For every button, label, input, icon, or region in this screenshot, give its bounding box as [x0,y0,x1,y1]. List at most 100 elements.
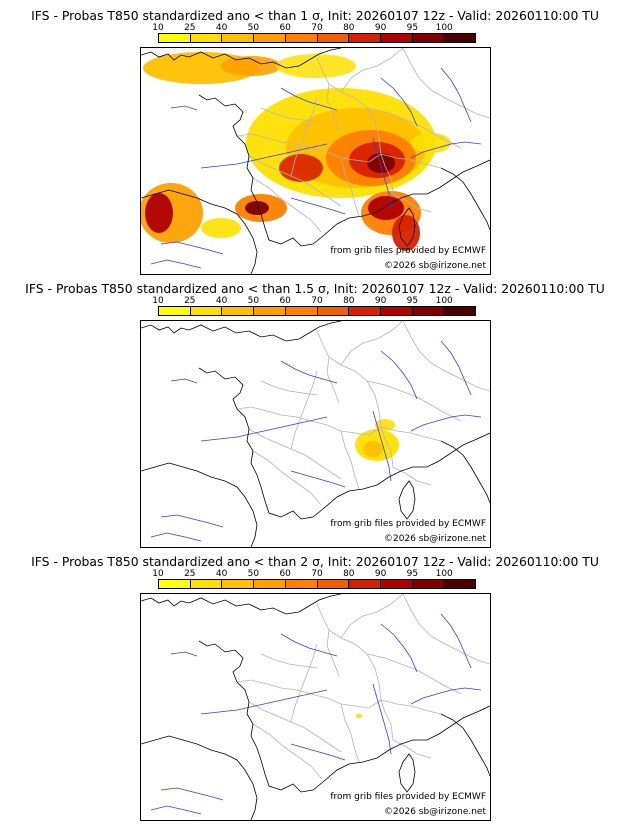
coastline [141,735,258,820]
river-line [150,805,202,815]
panel-title: IFS - Probas T850 standardized ano < tha… [31,554,599,569]
border-line [252,177,322,233]
panel-title: IFS - Probas T850 standardized ano < tha… [25,281,605,296]
colorbar-tick-label: 50 [247,23,260,33]
border-line [248,428,342,480]
colorbar-tick-label: 40 [215,23,228,33]
colorbar-tick-label: 90 [374,296,387,306]
colorbar-swatch [444,580,476,588]
river-line [160,514,224,528]
probability-contour [276,54,356,78]
coastline [440,167,490,231]
river-line [410,687,482,705]
colorbar-labels: 10 25 40 50 60 70 80 90 95 100 [152,569,476,579]
admin-borders [236,594,490,779]
colorbar-swatch [285,307,318,315]
colorbar-swatch [159,34,191,42]
river-line [150,532,202,542]
river-line [280,87,338,111]
corsica-coastline [398,753,416,793]
colorbar-swatch [254,307,286,315]
coastlines [141,48,490,274]
probability-map: from grib files provided by ECMWF ©2026 … [140,47,491,275]
river-line [372,137,392,209]
colorbar-swatch [159,580,191,588]
river-line [290,197,346,215]
colorbar-swatch [380,307,413,315]
coastline [141,594,490,793]
admin-borders [236,321,490,506]
colorbar-swatch [444,34,476,42]
copyright-text: ©2026 sb@irizone.net [384,261,486,271]
colorbar-tick-label: 25 [184,296,196,306]
colorbar-swatch [190,307,223,315]
colorbar-swatch [317,580,350,588]
river-line [170,105,198,111]
map-panel-1sigma: IFS - Probas T850 standardized ano < tha… [0,0,630,276]
river-line [150,259,202,269]
colorbar-tick-label: 100 [435,569,453,579]
river-line [200,416,328,442]
border-line [290,643,318,723]
border-line [316,603,382,701]
colorbar-tick-label: 50 [247,296,260,306]
colorbar-tick-label: 40 [215,569,228,579]
colorbar-swatches [158,579,476,589]
river-line [170,651,198,657]
coastline [141,462,258,547]
border-line [340,48,404,93]
panel-title: IFS - Probas T850 standardized ano < tha… [31,8,599,23]
copyright-text: ©2026 sb@irizone.net [384,534,486,544]
probability-contour [279,154,323,182]
border-line [326,356,340,404]
source-credit: from grib files provided by ECMWF [330,519,486,529]
probability-field [141,52,451,251]
colorbar-swatch [349,580,381,588]
border-line [326,83,340,131]
colorbar-tick-label: 60 [279,23,291,33]
colorbar-tick-label: 10 [152,23,164,33]
colorbar-tick-label: 50 [247,569,260,579]
coastline [141,48,490,247]
colorbar-tick-label: 10 [152,569,164,579]
border-line [380,426,394,468]
colorbar-swatch [412,34,445,42]
river-line [290,470,346,488]
river-line [410,414,482,432]
corsica-coastline [398,480,416,520]
border-line [340,594,404,639]
border-line [260,107,318,123]
border-line [402,594,490,665]
border-line [366,653,462,695]
colorbar-swatch [222,34,255,42]
border-line [340,430,360,490]
border-line [236,679,382,709]
map-panel-1-5sigma: IFS - Probas T850 standardized ano < tha… [0,273,630,549]
coastline [141,189,258,274]
border-line [380,153,442,169]
border-line [340,321,404,366]
colorbar-tick-label: 95 [406,569,419,579]
river-line [290,743,346,761]
source-credit: from grib files provided by ECMWF [330,246,486,256]
border-line [248,701,342,753]
probability-map: from grib files provided by ECMWF ©2026 … [140,593,491,821]
probability-contour [145,193,173,233]
colorbar-tick-label: 80 [343,296,355,306]
river-line [170,378,198,384]
probability-contour [201,218,241,238]
rivers [150,67,482,269]
colorbar-swatch [444,307,476,315]
corsica-coastline [398,207,416,247]
rivers [150,613,482,815]
border-line [380,426,442,442]
probability-contour [221,56,281,76]
colorbar-tick-label: 70 [311,569,323,579]
colorbar-swatch [285,34,318,42]
admin-borders [236,48,490,233]
river-line [160,241,224,255]
map-panel-2sigma: IFS - Probas T850 standardized ano < tha… [0,546,630,822]
probability-contour [356,714,362,718]
river-line [200,143,328,169]
colorbar-tick-label: 25 [184,569,196,579]
